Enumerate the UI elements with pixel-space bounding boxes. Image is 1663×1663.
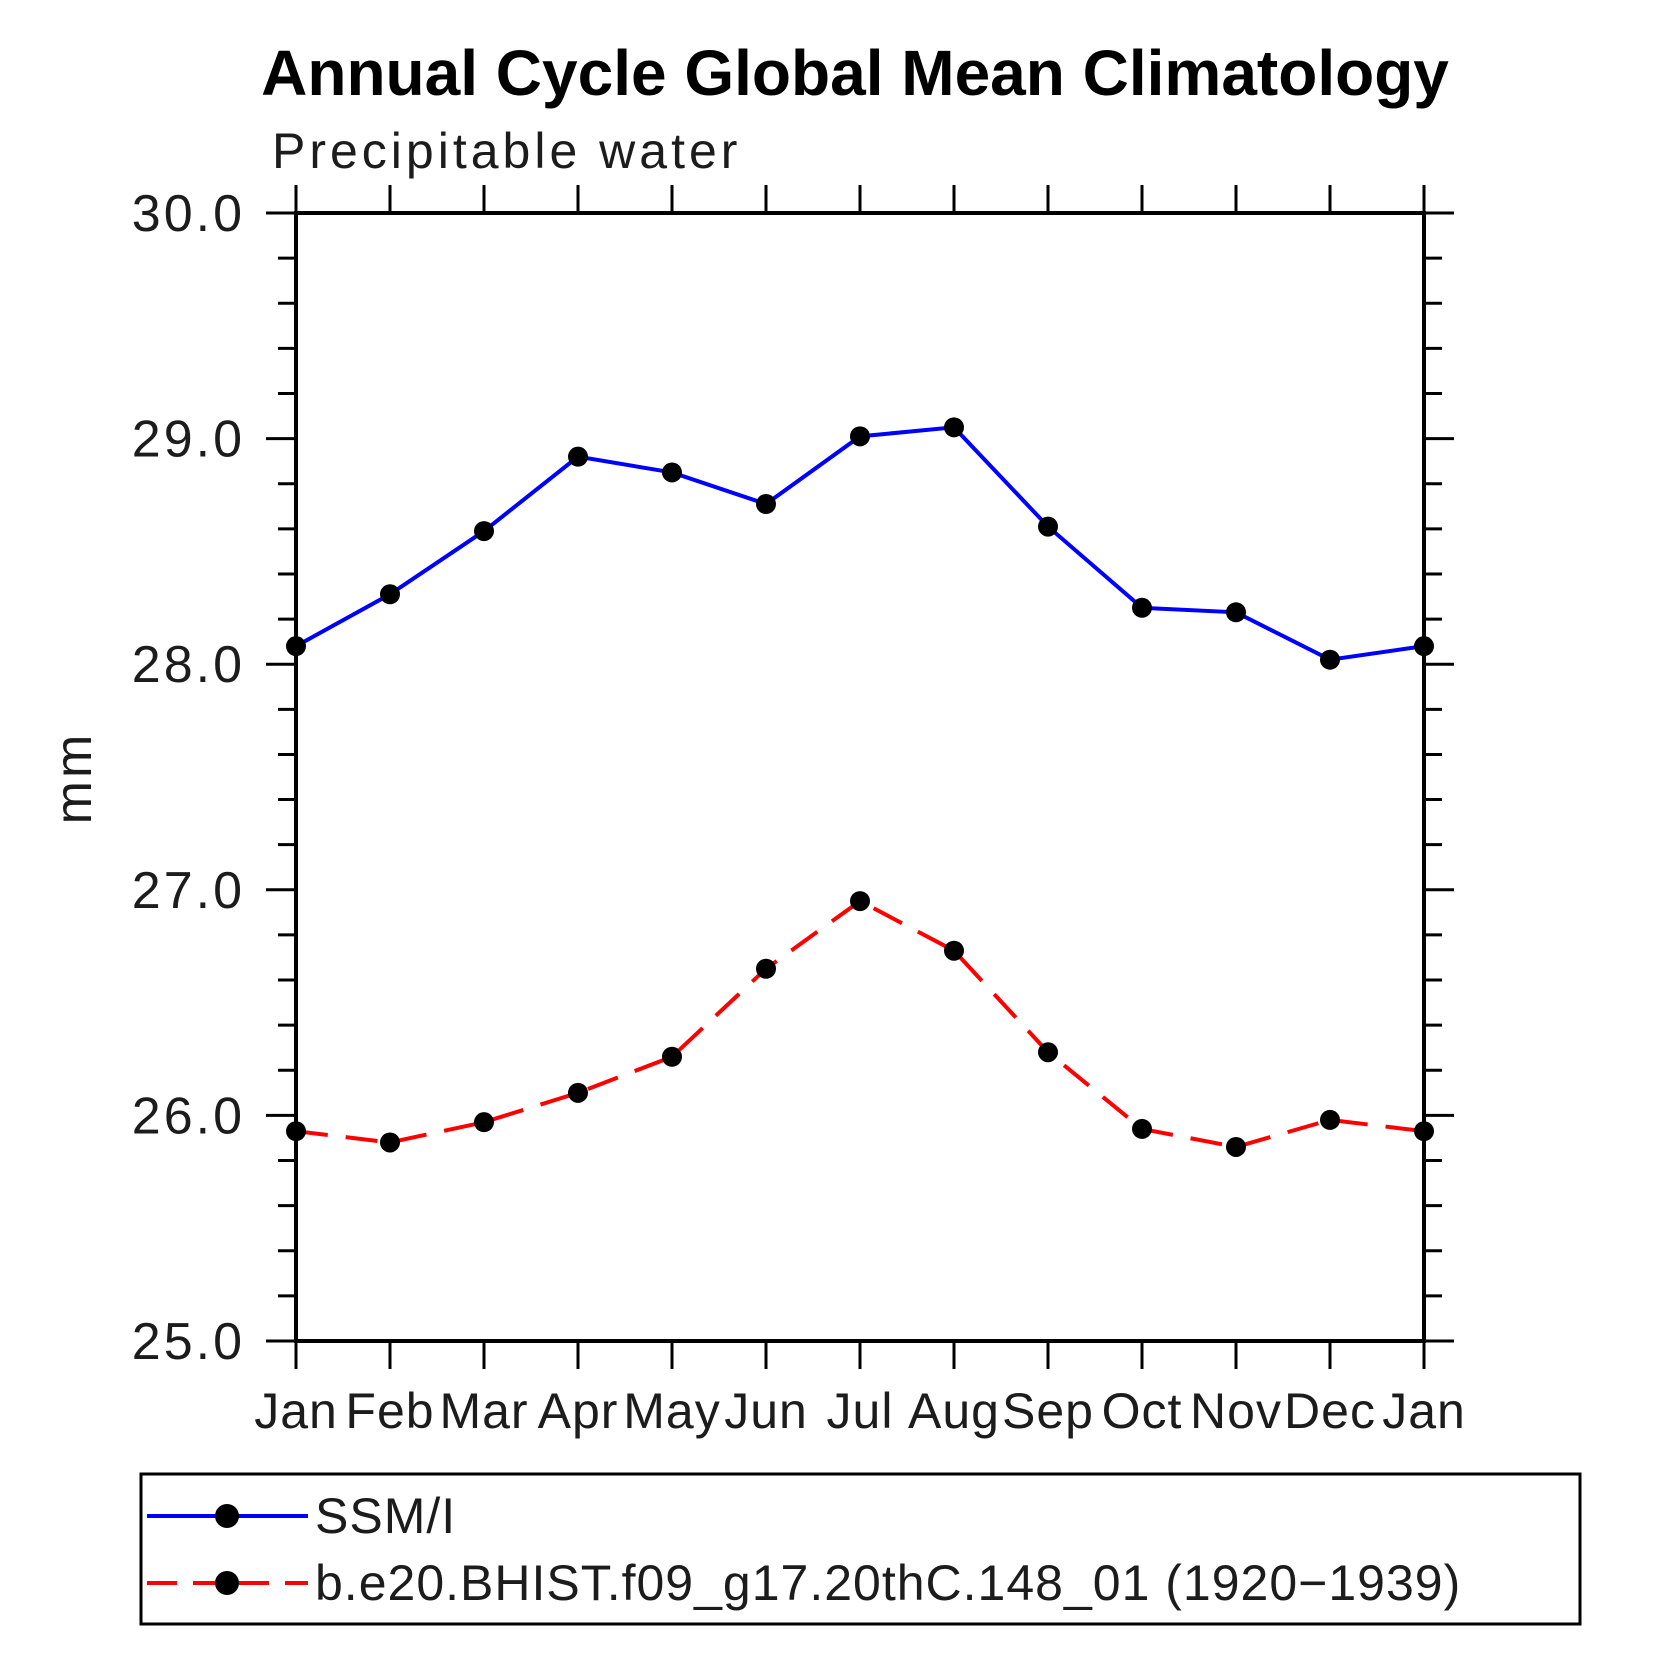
model-data-point [1226, 1136, 1246, 1157]
ssmi-data-point [944, 417, 964, 438]
legend-box [139, 1472, 1582, 1626]
ssmi-data-point [474, 521, 494, 542]
x-axis-tick-label: Apr [538, 1383, 619, 1439]
x-axis-tick-label: Dec [1284, 1383, 1376, 1439]
plot-border [294, 211, 1426, 1343]
x-axis-tick-label: Oct [1102, 1383, 1183, 1439]
legend-marker [215, 1504, 239, 1528]
model-data-point [1038, 1042, 1058, 1063]
x-axis-tick-label: May [623, 1383, 720, 1439]
x-axis-tick-label: Jan [254, 1383, 338, 1439]
x-axis-tick-label: Jun [724, 1383, 808, 1439]
legend: SSM/I b.e20.BHIST.f09_g17.20thC.148_01 (1… [147, 1488, 1461, 1611]
y-axis-tick-label: 27.0 [132, 862, 245, 920]
ssmi-data-point [662, 462, 682, 483]
y-axis-tick-label: 26.0 [132, 1087, 245, 1145]
x-axis-tick-label: Mar [439, 1383, 528, 1439]
ssmi-data-point [380, 584, 400, 605]
ssmi-data-point [850, 426, 870, 447]
y-axis-title: mm [45, 732, 103, 825]
chart-title: Annual Cycle Global Mean Climatology [261, 37, 1449, 109]
x-axis-tick-label: Jul [827, 1383, 894, 1439]
model-data-point [1132, 1118, 1152, 1139]
x-axis-tick-label: Feb [345, 1383, 434, 1439]
x-axis-tick-label: Sep [1002, 1383, 1094, 1439]
ssmi-data-point [1226, 602, 1246, 623]
y-axis-tick-label: 25.0 [132, 1313, 245, 1371]
chart-subtitle: Precipitable water [272, 123, 741, 179]
model-data-point [474, 1112, 494, 1133]
y-axis-tick-label: 29.0 [132, 411, 245, 469]
model-data-point [1414, 1121, 1434, 1142]
ssmi-data-point [1038, 516, 1058, 537]
model-data-point [662, 1046, 682, 1067]
legend-entry-label: SSM/I [315, 1488, 456, 1544]
model-data-point [568, 1082, 588, 1103]
y-axis-tick-label: 30.0 [132, 185, 245, 243]
x-axis-tick-label: Aug [908, 1383, 1000, 1439]
model-data-point [944, 940, 964, 961]
ssmi-data-point [286, 636, 306, 657]
legend-marker [215, 1571, 239, 1595]
x-axis-tick-label: Jan [1382, 1383, 1466, 1439]
ssmi-line [295, 425, 1425, 662]
ssmi-data-point [1132, 597, 1152, 618]
ssmi-data-point [756, 494, 776, 515]
model-line [295, 898, 1425, 1150]
model-data-point [850, 891, 870, 912]
ssmi-data-point [1320, 649, 1340, 670]
y-axis-tick-label: 28.0 [132, 636, 245, 694]
model-data-point [380, 1132, 400, 1153]
model-data-point [1320, 1109, 1340, 1130]
ssmi-data-point [568, 446, 588, 467]
model-data-point [756, 958, 776, 979]
x-axis-tick-label: Nov [1190, 1383, 1282, 1439]
ssmi-data-point [1414, 636, 1434, 657]
model-data-point [286, 1121, 306, 1142]
legend-entry-label: b.e20.BHIST.f09_g17.20thC.148_01 (1920−1… [315, 1555, 1461, 1611]
